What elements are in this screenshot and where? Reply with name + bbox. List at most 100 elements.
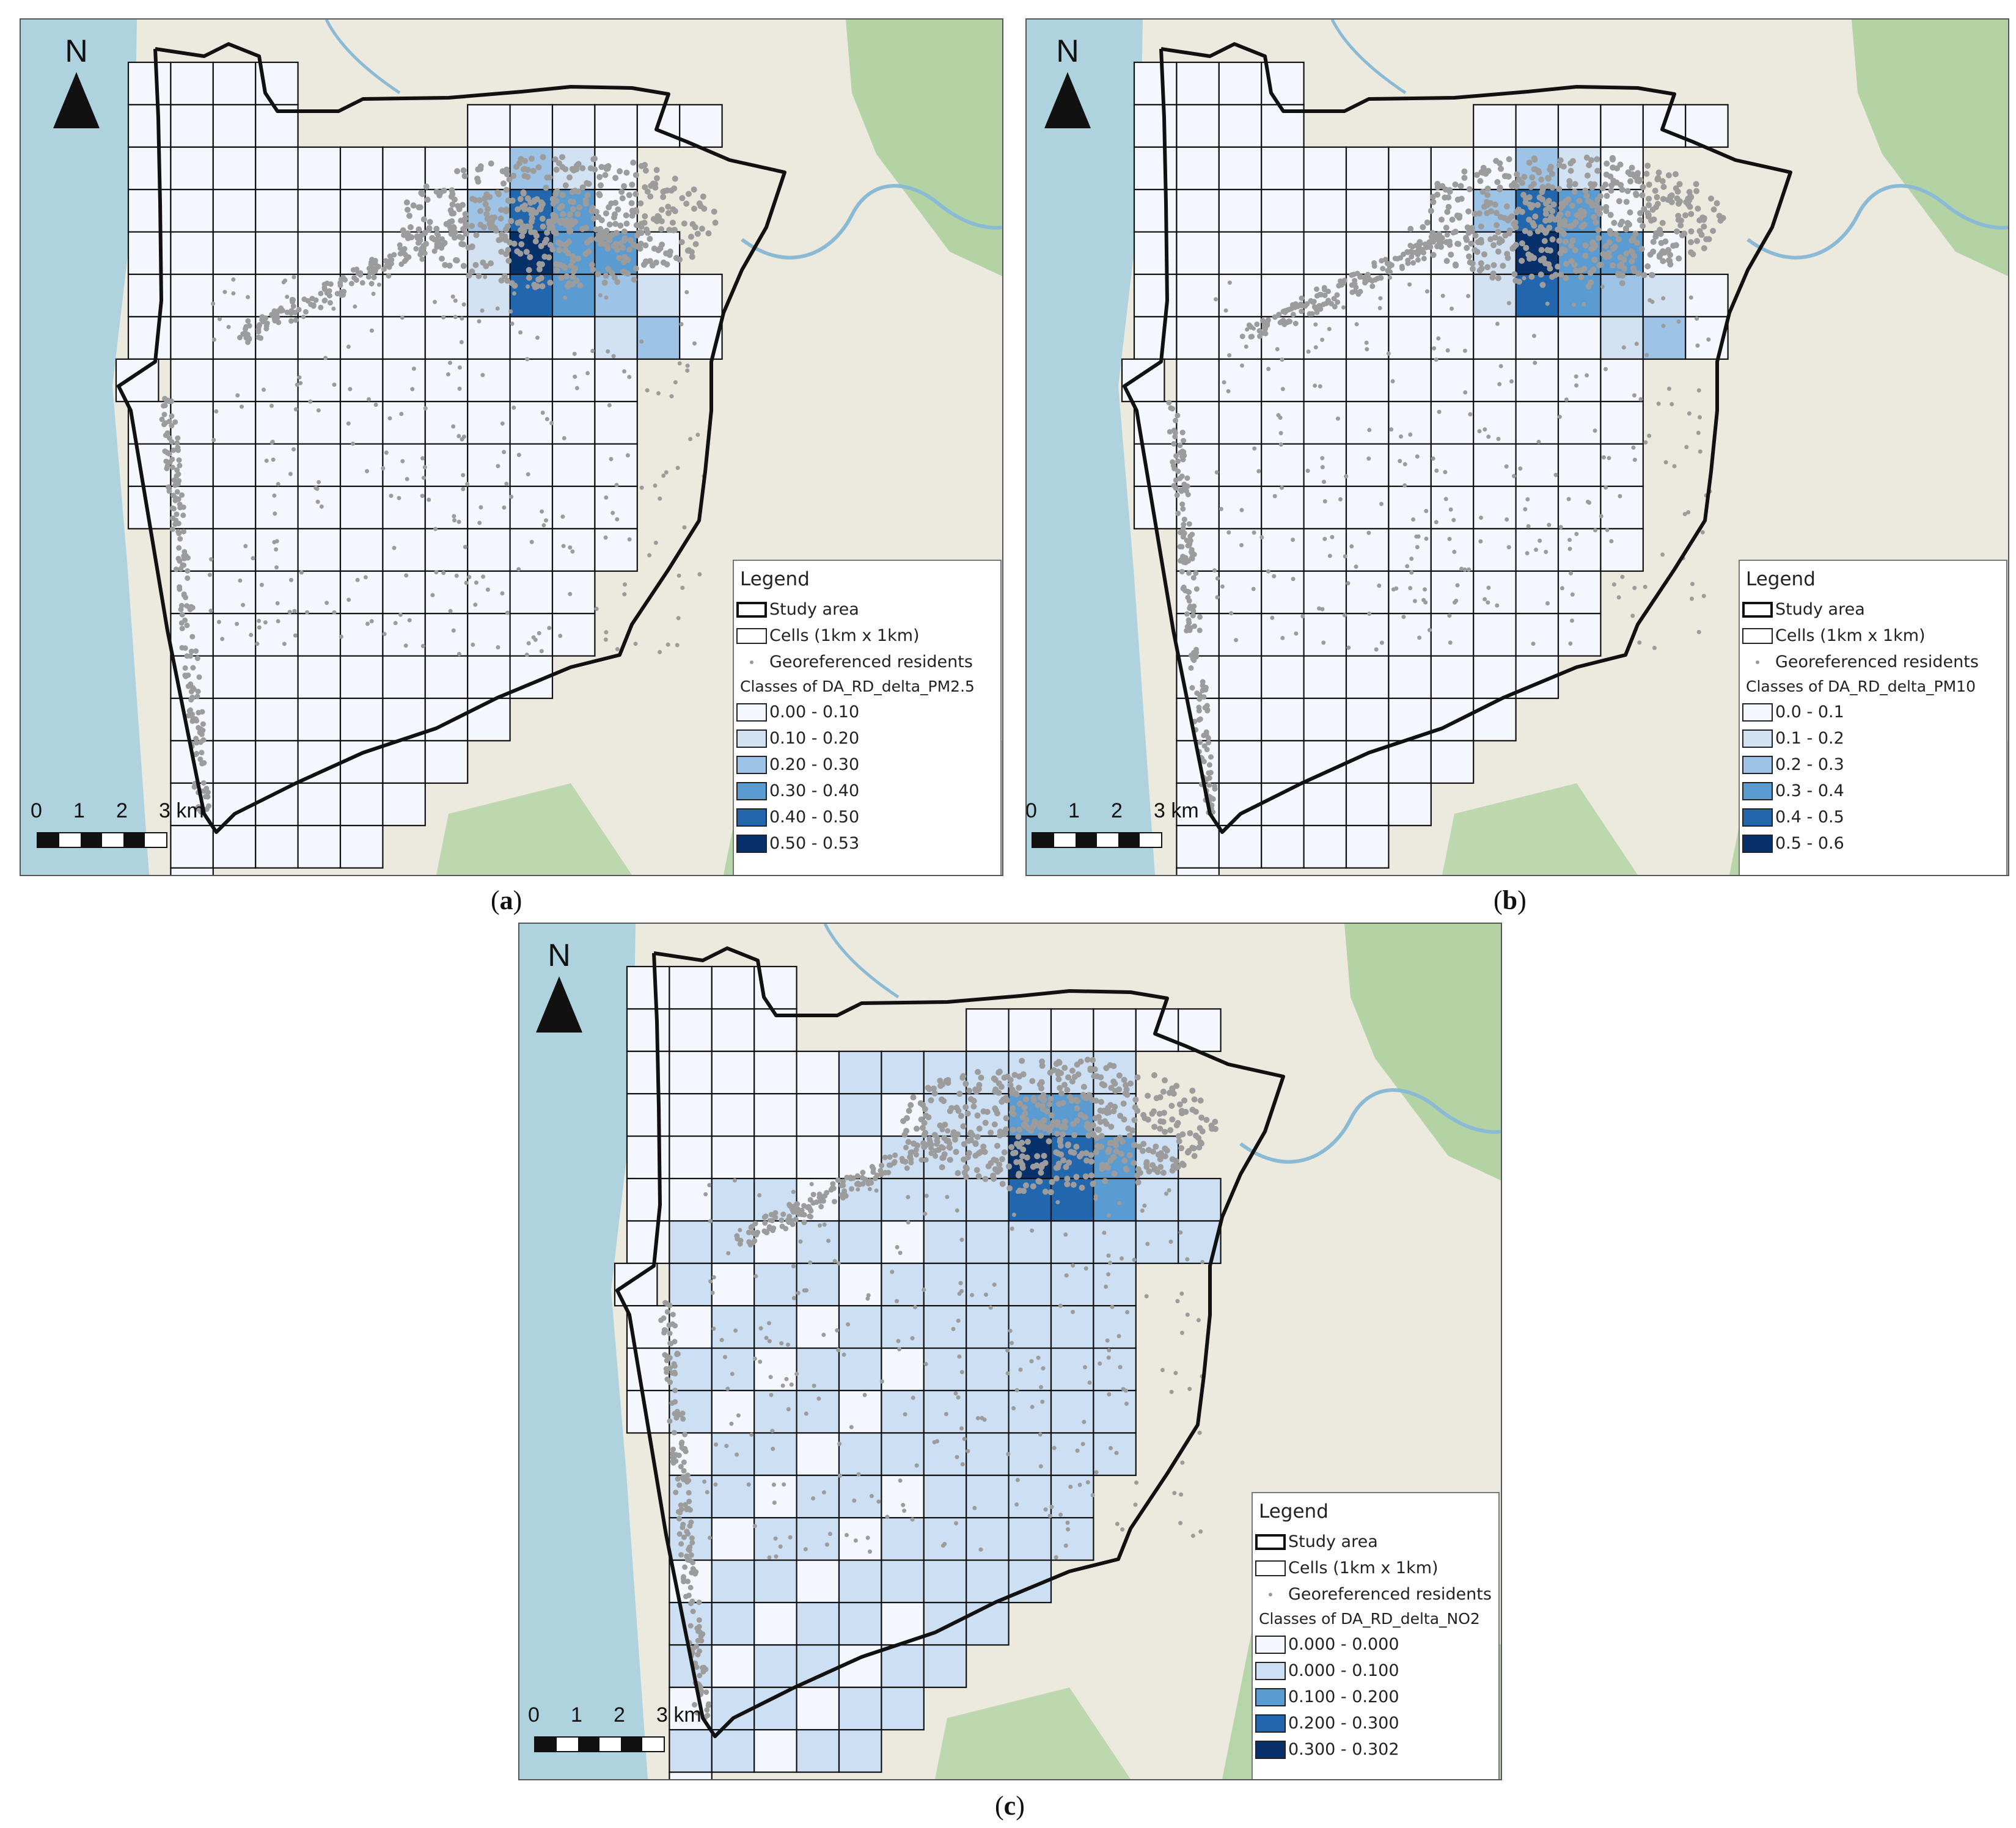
study-area-boundary <box>615 946 1285 1738</box>
grid-cell <box>509 104 554 148</box>
resident-dot <box>1409 570 1414 575</box>
resident-dot <box>1160 1088 1167 1095</box>
resident-dot <box>723 1355 727 1359</box>
resident-dot <box>1688 295 1693 300</box>
resident-dot <box>582 197 589 203</box>
grid-cell <box>1430 358 1475 403</box>
resident-dot <box>1466 294 1470 298</box>
resident-dot <box>1660 183 1667 190</box>
resident-dot <box>1678 217 1684 224</box>
resident-dot <box>914 1142 921 1149</box>
resident-dot <box>1055 1076 1062 1083</box>
resident-dot <box>719 1337 724 1342</box>
resident-dot <box>694 1709 700 1716</box>
resident-dot <box>1646 202 1652 208</box>
resident-dot <box>1222 380 1226 385</box>
resident-dot <box>485 206 491 213</box>
resident-dot <box>1688 211 1695 218</box>
resident-dot <box>1611 219 1618 226</box>
resident-dot <box>846 1322 851 1327</box>
resident-dot <box>1276 312 1282 318</box>
resident-dot <box>179 492 185 498</box>
resident-dot <box>1538 176 1545 183</box>
grid-cell <box>1388 613 1432 657</box>
resident-dot <box>1484 185 1491 192</box>
resident-dot <box>1007 1082 1014 1088</box>
grid-cell <box>1388 528 1432 572</box>
grid-cell <box>881 1389 925 1434</box>
resident-dot <box>684 1553 690 1559</box>
resident-dot <box>439 245 444 251</box>
resident-dot <box>783 1226 789 1232</box>
legend-swatch <box>1742 729 1773 748</box>
resident-dot <box>1521 174 1528 180</box>
grid-cell <box>1261 358 1305 403</box>
resident-dot <box>1386 351 1391 356</box>
resident-dot <box>1278 415 1283 420</box>
resident-dot <box>970 1103 977 1110</box>
resident-dot <box>188 707 193 713</box>
resident-dot <box>588 261 595 268</box>
resident-dot <box>1444 232 1450 238</box>
grid-cell <box>467 697 511 742</box>
resident-dot <box>332 382 337 387</box>
grid-cell <box>255 231 299 276</box>
resident-dot <box>1509 213 1516 220</box>
resident-dot <box>1610 262 1616 269</box>
resident-dot <box>1494 179 1501 185</box>
grid-cell <box>1261 782 1305 827</box>
resident-dot <box>570 258 576 265</box>
grid-cell <box>1008 1305 1052 1349</box>
resident-dot <box>1189 1106 1196 1113</box>
resident-dot <box>1469 260 1476 267</box>
resident-dot <box>328 281 334 287</box>
resident-dot <box>1098 1361 1102 1366</box>
grid-cell <box>966 1432 1010 1476</box>
resident-dot <box>924 1193 929 1198</box>
scale-label-2: 2 <box>614 1703 625 1727</box>
resident-dot <box>816 1396 821 1401</box>
resident-dot <box>1455 583 1460 588</box>
resident-dot <box>1701 223 1707 230</box>
resident-dot <box>970 1293 975 1298</box>
resident-dot <box>1188 665 1194 671</box>
resident-dot <box>973 1167 980 1174</box>
grid-cell <box>127 189 172 233</box>
resident-dot <box>1582 252 1589 259</box>
grid-cell <box>1303 825 1347 869</box>
resident-dot <box>176 545 182 551</box>
resident-dot <box>980 1416 984 1420</box>
resident-dot <box>1497 214 1504 221</box>
resident-dot <box>175 471 181 477</box>
resident-dot <box>427 219 433 225</box>
resident-dot <box>1329 301 1335 307</box>
grid-cell <box>966 1347 1010 1392</box>
resident-dot <box>1668 199 1675 205</box>
resident-dot <box>1239 334 1245 340</box>
grid-cell <box>424 358 469 403</box>
resident-dot <box>629 213 636 219</box>
resident-dot <box>1116 1334 1121 1339</box>
resident-dot <box>1565 196 1572 203</box>
resident-dot <box>956 1318 961 1323</box>
resident-dot <box>497 215 504 222</box>
grid-cell <box>212 825 257 869</box>
resident-dot <box>1226 389 1231 393</box>
resident-dot <box>1178 1230 1183 1235</box>
resident-dot <box>1179 1160 1186 1167</box>
resident-dot <box>1005 1348 1010 1353</box>
resident-dot <box>1648 298 1652 302</box>
resident-dot <box>874 1188 879 1193</box>
grid-cell <box>424 655 469 700</box>
resident-dot <box>365 274 372 280</box>
resident-dot <box>688 233 694 240</box>
resident-dot <box>996 1161 1003 1168</box>
resident-dot <box>1624 188 1631 194</box>
resident-dot <box>1687 411 1692 416</box>
grid-cell <box>753 1559 797 1604</box>
river-line <box>823 924 900 999</box>
grid-cell <box>1345 613 1390 657</box>
resident-dot <box>539 649 544 654</box>
resident-dot <box>263 323 269 329</box>
resident-dot <box>562 247 568 254</box>
